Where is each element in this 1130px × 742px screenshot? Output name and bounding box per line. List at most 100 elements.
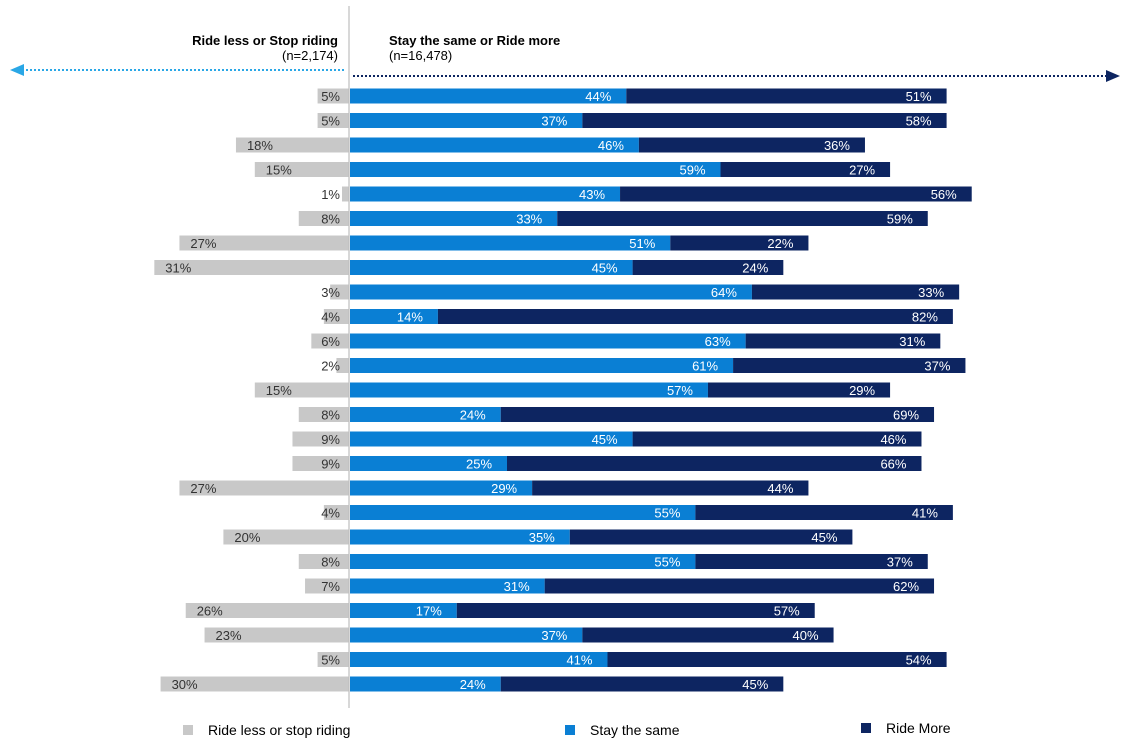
bar-less [311,333,349,349]
label-less: 27% [190,236,216,251]
label-same: 41% [566,653,592,668]
bar-less [323,505,349,520]
bar-more [733,358,966,373]
bar-less [298,211,349,226]
label-more: 37% [887,555,913,570]
label-less: 5% [321,89,340,104]
label-less: 27% [190,481,216,496]
bar-less [317,113,349,128]
label-more: 37% [924,359,950,374]
bar-less [317,652,349,667]
label-more: 31% [899,334,925,349]
bar-same [350,603,457,618]
label-same: 57% [667,383,693,398]
bar-less [235,137,349,153]
label-same: 61% [692,359,718,374]
bar-more [638,137,865,153]
bar-more [707,382,891,398]
bar-less [330,284,349,300]
bar-less [179,235,349,251]
left-header-title: Ride less or Stop riding [192,33,338,48]
bar-same [350,652,608,667]
bar-less [317,88,349,104]
label-more: 69% [893,408,919,423]
bar-less [254,382,349,398]
label-more: 29% [849,383,875,398]
label-less: 15% [266,383,292,398]
bar-same [350,284,752,300]
label-same: 17% [416,604,442,619]
left-header: Ride less or Stop riding (n=2,174) [192,33,338,63]
label-more: 40% [793,628,819,643]
label-same: 31% [504,579,530,594]
label-same: 45% [592,432,618,447]
label-same: 63% [705,334,731,349]
label-same: 25% [466,457,492,472]
bar-more [544,578,935,594]
bar-more [745,333,941,349]
label-more: 56% [931,187,957,202]
bar-more [500,407,935,422]
label-more: 82% [912,310,938,325]
bar-more [751,284,960,300]
bar-more [620,186,972,202]
label-less: 15% [266,163,292,178]
bar-same [350,529,570,545]
label-more: 66% [880,457,906,472]
label-same: 45% [592,261,618,276]
label-same: 43% [579,187,605,202]
bar-less [204,627,349,643]
bar-less [336,358,349,373]
legend-swatch-less [183,725,193,735]
bar-same [350,407,501,422]
bar-more [670,235,809,251]
label-less: 5% [321,653,340,668]
label-less: 9% [321,432,340,447]
left-arrow-head [10,64,24,76]
legend-label-less: Ride less or stop riding [208,722,351,738]
bar-same [350,235,671,251]
label-same: 14% [397,310,423,325]
bar-more [532,480,809,496]
label-less: 20% [234,530,260,545]
bar-same [350,431,633,447]
label-less: 4% [321,310,340,325]
legend-item-less: Ride less or stop riding [183,722,350,738]
label-more: 62% [893,579,919,594]
bar-less [305,578,349,594]
label-more: 46% [880,432,906,447]
legend-label-more: Ride More [886,720,951,736]
bar-less [223,529,349,545]
label-same: 55% [654,506,680,521]
legend-swatch-same [565,725,575,735]
bar-same [350,333,746,349]
label-less: 5% [321,114,340,129]
bar-same [350,578,545,594]
bar-same [350,88,627,104]
label-same: 35% [529,530,555,545]
bar-less [154,260,349,275]
right-header: Stay the same or Ride more (n=16,478) [389,33,560,63]
bar-less [298,554,349,569]
bar-less [323,309,349,324]
label-more: 24% [742,261,768,276]
bar-less [292,431,349,447]
label-less: 8% [321,212,340,227]
bar-more [507,456,922,471]
label-more: 45% [811,530,837,545]
bar-more [695,554,928,569]
label-same: 44% [585,89,611,104]
bar-more [437,309,953,324]
bar-same [350,456,507,471]
bar-more [582,627,834,643]
left-header-n: (n=2,174) [281,48,338,63]
bar-less [179,480,349,496]
bar-same [350,382,708,398]
bar-more [632,260,784,275]
bar-more [632,431,922,447]
bar-more [582,113,947,128]
label-same: 37% [541,114,567,129]
bar-less [185,603,349,618]
label-same: 37% [541,628,567,643]
bar-same [350,627,583,643]
